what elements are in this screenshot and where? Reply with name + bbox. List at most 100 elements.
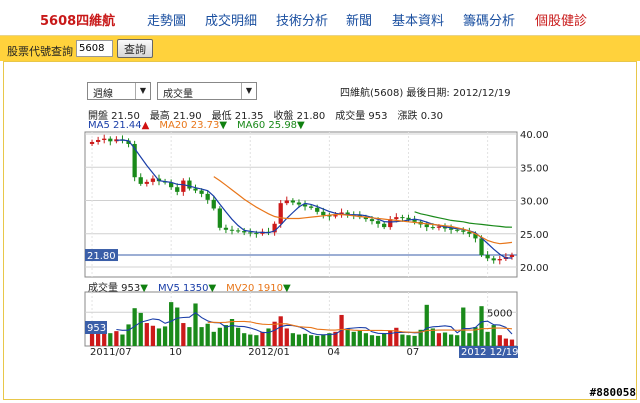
ma20-label: MA20 23.73 (159, 120, 220, 131)
candle-body (284, 200, 289, 204)
candle-body (442, 226, 448, 229)
ma5-line (116, 139, 512, 259)
candle-body (394, 217, 399, 220)
nav-news[interactable]: 新聞 (346, 14, 373, 29)
stock-code-input[interactable] (76, 40, 113, 57)
candle-body (272, 223, 277, 233)
chevron-down-icon: ▼ (241, 83, 256, 99)
nav-basic-info[interactable]: 基本資料 (392, 14, 445, 29)
volume-bar (418, 329, 423, 346)
candle-body (248, 232, 253, 234)
volume-bar (400, 334, 405, 346)
volume-bar (430, 328, 435, 346)
volume-bar (102, 327, 107, 346)
candle-body (89, 141, 95, 144)
volume-bar (503, 338, 509, 346)
volume-bar (89, 330, 95, 346)
candle-body (126, 140, 131, 144)
x-axis-label: 04 (327, 347, 340, 358)
volume-bar (327, 333, 332, 346)
volume-bar (272, 321, 277, 346)
candle-body (388, 219, 393, 228)
candle-body (223, 227, 229, 230)
volume-bar (479, 306, 484, 346)
candle-body (205, 193, 210, 200)
volume-bar (211, 331, 216, 346)
vol-label: 成交量 953 (88, 283, 141, 294)
period-select[interactable]: 週線 ▼ (87, 82, 151, 100)
candle-body (144, 181, 149, 184)
candle-body (333, 215, 338, 217)
nav-stock-name[interactable]: 5608四維航 (40, 14, 116, 29)
candle-body (473, 233, 478, 239)
volume-bar (229, 319, 235, 346)
triangle-up-icon: ▲ (141, 120, 150, 131)
volume-bar (95, 325, 101, 346)
candle-body (363, 217, 369, 220)
candle-body (169, 182, 174, 188)
search-bar: 股票代號查詢 查詢 (0, 36, 640, 61)
volume-bar (357, 330, 362, 346)
x-axis-label: 10 (169, 347, 182, 358)
volume-tick-label: 5000 (487, 308, 512, 319)
ma60-line (414, 211, 513, 228)
volume-value: 成交量 953 (335, 111, 388, 122)
candle-body (308, 206, 314, 208)
mv5-line (116, 312, 513, 336)
volume-bar (296, 334, 302, 346)
volume-bar (345, 328, 350, 346)
volume-bar (442, 332, 448, 346)
volume-bar (175, 307, 180, 346)
volume-bar (199, 327, 204, 346)
volume-bar (242, 333, 247, 346)
volume-bar (308, 335, 314, 346)
low-price: 最低 21.35 (211, 111, 264, 122)
price-tick-label: 35.00 (520, 163, 549, 174)
volume-bar (162, 326, 168, 346)
candle-body (315, 207, 320, 212)
chevron-down-icon: ▼ (135, 83, 150, 99)
nav-chip-analysis[interactable]: 籌碼分析 (463, 14, 516, 29)
volume-bar (260, 331, 265, 346)
candle-body (467, 231, 472, 234)
stock-title: 四維航(5608) 最後日期: 2012/12/19 (340, 88, 511, 99)
volume-bar (473, 327, 478, 346)
nav-trade-details[interactable]: 成交明細 (205, 14, 258, 29)
volume-bar (150, 325, 156, 346)
candle-body (436, 226, 442, 228)
volume-bar (333, 331, 338, 346)
nav-trend-chart[interactable]: 走勢圖 (147, 14, 187, 29)
volume-bar (120, 334, 125, 346)
volume-bar (351, 331, 356, 346)
nav-stock-health[interactable]: 個股健診 (535, 14, 588, 29)
candle-body (406, 217, 411, 220)
volume-bar (138, 312, 143, 346)
indicator-select[interactable]: 成交量 ▼ (157, 82, 257, 100)
candle-body (497, 259, 502, 261)
volume-bar (254, 335, 259, 346)
triangle-down-icon: ▼ (297, 120, 305, 131)
candle-body (138, 177, 143, 184)
volume-bar (461, 307, 466, 346)
search-button[interactable]: 查詢 (117, 39, 153, 58)
volume-bar (382, 333, 387, 346)
volume-bar (144, 323, 149, 346)
candle-body (150, 178, 156, 182)
x-axis-label: 07 (407, 347, 420, 358)
candle-body (448, 228, 454, 230)
candle-body (278, 203, 283, 224)
price-tick-label: 20.00 (520, 263, 549, 274)
candle-body (132, 143, 137, 178)
volume-bar (369, 335, 375, 346)
volume-bar (169, 302, 174, 346)
candle-body (229, 229, 235, 231)
volume-bar (284, 328, 289, 346)
nav-technical-analysis[interactable]: 技術分析 (276, 14, 329, 29)
price-change: 漲跌 0.30 (397, 111, 443, 122)
volume-bar (248, 334, 253, 346)
volume-bar (126, 324, 131, 346)
volume-bar (217, 327, 222, 346)
volume-bar (448, 334, 454, 346)
triangle-down-icon: ▼ (282, 283, 291, 294)
